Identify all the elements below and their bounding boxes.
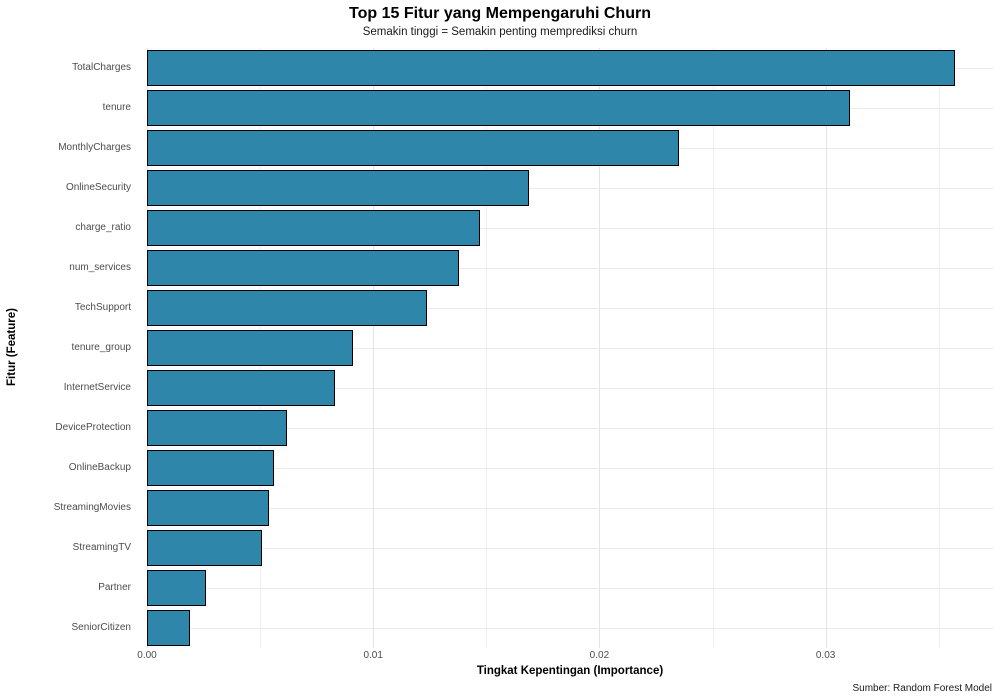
x-tick-label: 0.03 (815, 650, 836, 661)
row-gridline (147, 628, 993, 629)
x-tick-label: 0.02 (589, 650, 610, 661)
y-tick-label: DeviceProtection (55, 422, 131, 433)
x-axis-tick-labels: 0.00 0.01 0.02 0.03 (137, 650, 993, 664)
row-gridline (147, 268, 993, 269)
y-tick-label: num_services (69, 262, 131, 273)
bar-OnlineBackup (147, 450, 274, 486)
y-tick-label: TechSupport (74, 302, 131, 313)
bar-MonthlyCharges (147, 130, 679, 166)
y-tick-label: tenure (102, 102, 131, 113)
y-tick-label: OnlineBackup (68, 462, 131, 473)
y-tick-label: InternetService (63, 382, 131, 393)
row-gridline (147, 388, 993, 389)
y-tick-label: SeniorCitizen (71, 622, 131, 633)
row-gridline (147, 548, 993, 549)
y-tick-label: MonthlyCharges (58, 142, 131, 153)
chart-title: Top 15 Fitur yang Mempengaruhi Churn (349, 5, 651, 22)
bar-TechSupport (147, 290, 428, 326)
bar-OnlineSecurity (147, 170, 530, 206)
row-gridline (147, 508, 993, 509)
bar-TotalCharges (147, 50, 955, 86)
bar-tenure (147, 90, 851, 126)
y-axis-tick-labels: TotalCharges tenure MonthlyCharges OnlineSe… (0, 48, 139, 648)
y-tick-label: TotalCharges (72, 62, 131, 73)
y-tick-label: tenure_group (71, 342, 132, 353)
row-gridline (147, 348, 993, 349)
y-tick-label: charge_ratio (75, 222, 131, 233)
y-tick-label: StreamingTV (72, 542, 131, 553)
bar-DeviceProtection (147, 410, 288, 446)
chart-subtitle: Semakin tinggi = Semakin penting mempred… (362, 26, 638, 38)
row-gridline (147, 588, 993, 589)
bar-Partner (147, 570, 206, 606)
row-gridline (147, 308, 993, 309)
bar-charge_ratio (147, 210, 480, 246)
bar-num_services (147, 250, 460, 286)
bar-tenure_group (147, 330, 353, 366)
y-tick-label: StreamingMovies (53, 502, 131, 513)
bar-StreamingMovies (147, 490, 270, 526)
bar-InternetService (147, 370, 335, 406)
plot-panel (147, 48, 993, 648)
bar-SeniorCitizen (147, 610, 190, 646)
y-tick-label: Partner (98, 582, 131, 593)
x-axis-title: Tingkat Kepentingan (Importance) (476, 665, 664, 677)
row-gridline (147, 228, 993, 229)
x-tick-label: 0.00 (137, 650, 157, 661)
bar-StreamingTV (147, 530, 263, 566)
y-tick-label: OnlineSecurity (65, 182, 131, 193)
row-gridline (147, 468, 993, 469)
x-tick-label: 0.01 (363, 650, 383, 661)
row-gridline (147, 188, 993, 189)
row-gridline (147, 428, 993, 429)
chart-caption: Sumber: Random Forest Model (852, 683, 992, 694)
